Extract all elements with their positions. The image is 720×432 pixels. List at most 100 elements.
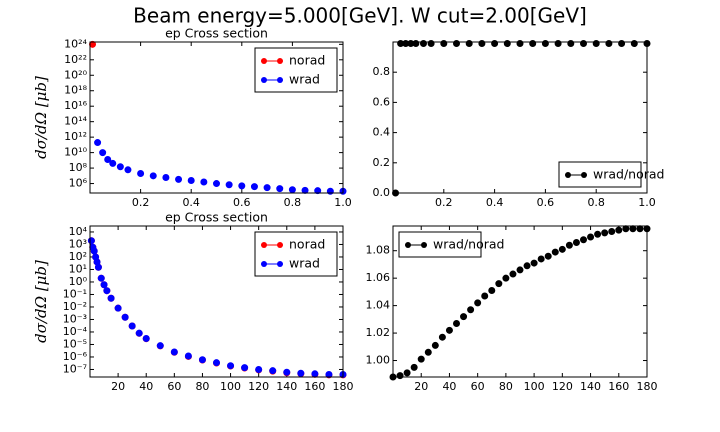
y-tick-label: 10⁻⁴ xyxy=(63,325,88,338)
y-tick-label: 10⁻⁵ xyxy=(63,337,87,350)
y-tick-label: 0.0 xyxy=(373,186,391,199)
point xyxy=(97,274,105,282)
point xyxy=(636,225,644,233)
point xyxy=(103,287,111,295)
point xyxy=(213,359,220,367)
point xyxy=(516,266,524,274)
point xyxy=(601,229,609,237)
point xyxy=(200,178,208,186)
point xyxy=(622,225,630,233)
point xyxy=(114,304,122,312)
point xyxy=(94,139,102,147)
point xyxy=(495,280,503,288)
point xyxy=(100,281,108,289)
point xyxy=(445,326,453,334)
x-tick-label: 0.4 xyxy=(182,196,200,209)
legend-box xyxy=(254,231,338,277)
y-tick-label: 10¹ xyxy=(69,262,87,275)
x-tick-label: 120 xyxy=(248,380,269,393)
axes-frame xyxy=(392,225,648,378)
point xyxy=(491,40,499,48)
legend-marker xyxy=(565,172,571,178)
x-tick-label: 160 xyxy=(304,380,325,393)
point xyxy=(225,181,233,189)
point xyxy=(427,40,435,48)
point xyxy=(440,40,448,48)
point xyxy=(424,348,432,356)
point xyxy=(162,174,170,182)
x-tick-label: 60 xyxy=(471,380,485,393)
y-tick-label: 10¹⁰ xyxy=(64,146,87,159)
point xyxy=(187,176,195,184)
y-tick-label: 10⁰ xyxy=(69,275,88,288)
point xyxy=(509,270,517,278)
y-tick-label: 10⁴ xyxy=(69,225,88,238)
point xyxy=(156,342,164,350)
y-tick-label: 0.2 xyxy=(373,156,391,169)
y-axis-label: dσ/dΩ [μb] xyxy=(32,76,50,159)
legend-marker xyxy=(261,261,267,267)
point xyxy=(198,356,206,364)
x-tick-label: 180 xyxy=(333,380,354,393)
y-tick-label: 10⁻⁷ xyxy=(63,362,87,375)
point xyxy=(618,40,626,48)
point xyxy=(605,40,613,48)
point xyxy=(137,169,145,177)
legend-marker xyxy=(405,242,411,248)
point xyxy=(608,227,616,235)
y-tick-label: 10³ xyxy=(69,237,87,250)
x-tick-label: 100 xyxy=(220,380,241,393)
y-tick-label: 1.08 xyxy=(366,244,391,257)
point xyxy=(94,263,102,271)
point xyxy=(580,236,587,244)
legend-marker xyxy=(277,261,283,267)
point xyxy=(594,230,602,238)
y-tick-label: 10²⁴ xyxy=(64,37,87,50)
point xyxy=(170,348,178,356)
legend-marker xyxy=(277,77,283,83)
figure-title: Beam energy=5.000[GeV]. W cut=2.00[GeV] xyxy=(133,4,587,28)
point xyxy=(213,180,220,188)
legend-label: wrad/norad xyxy=(433,237,504,252)
x-tick-label: 1.0 xyxy=(334,196,352,209)
point xyxy=(467,306,475,314)
x-tick-label: 0.2 xyxy=(435,196,453,209)
x-tick-label: 0.2 xyxy=(132,196,150,209)
x-tick-label: 1.0 xyxy=(638,196,656,209)
subplot-title: ep Cross section xyxy=(165,210,268,225)
point xyxy=(419,40,427,48)
point xyxy=(297,369,305,377)
x-tick-label: 180 xyxy=(637,380,658,393)
y-tick-label: 10¹⁴ xyxy=(64,115,87,128)
x-tick-label: 80 xyxy=(195,380,209,393)
point xyxy=(107,294,115,302)
y-tick-label: 10² xyxy=(69,250,87,263)
point xyxy=(255,365,263,373)
legend-label: wrad xyxy=(289,256,320,271)
point xyxy=(502,274,510,282)
point xyxy=(135,329,143,337)
x-tick-label: 40 xyxy=(442,380,456,393)
point xyxy=(90,247,98,255)
point xyxy=(412,40,420,48)
point xyxy=(478,40,486,48)
y-tick-label: 10¹⁸ xyxy=(64,84,87,97)
point xyxy=(438,333,446,341)
point xyxy=(149,172,157,180)
legend-marker xyxy=(261,77,267,83)
y-tick-label: 0.8 xyxy=(373,65,391,78)
point xyxy=(276,185,284,193)
x-tick-label: 80 xyxy=(499,380,513,393)
legend-label: wrad/norad xyxy=(593,167,664,182)
point xyxy=(238,182,246,190)
x-tick-label: 140 xyxy=(580,380,601,393)
legend-marker xyxy=(421,242,427,248)
point xyxy=(629,225,637,233)
point xyxy=(630,40,638,48)
y-tick-label: 10⁸ xyxy=(69,161,88,174)
point xyxy=(250,183,258,191)
y-tick-label: 1.06 xyxy=(366,271,391,284)
legend-label: norad xyxy=(289,53,325,68)
